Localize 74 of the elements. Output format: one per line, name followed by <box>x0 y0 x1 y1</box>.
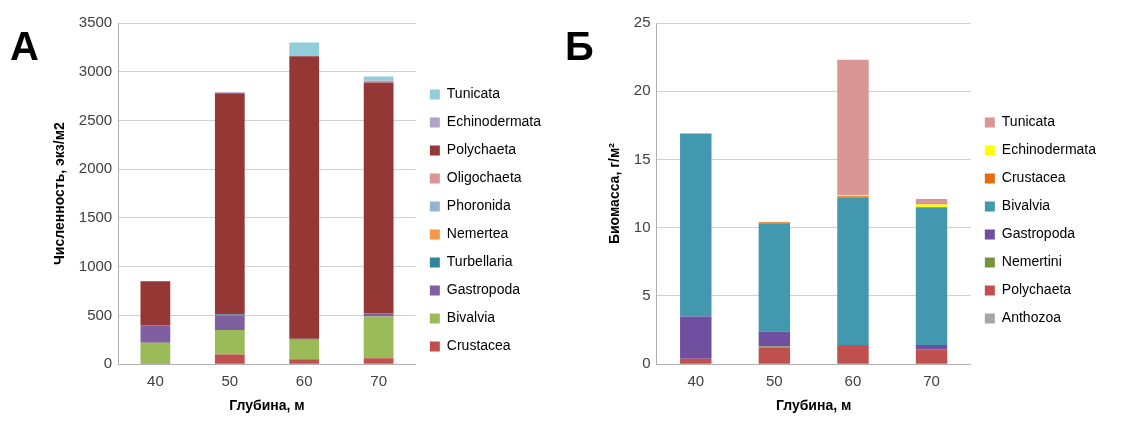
legend-label: Echinodermata <box>1001 141 1097 158</box>
bar <box>214 354 245 364</box>
legend-label: Echinodermata <box>446 113 542 130</box>
legend-label: Gastropoda <box>1001 225 1076 242</box>
bar <box>680 358 712 364</box>
y-tick-label: 1500 <box>78 208 113 226</box>
bar <box>363 358 394 364</box>
legend-label: Turbellaria <box>446 253 513 270</box>
bar <box>214 93 245 315</box>
legend-label: Bivalvia <box>1001 197 1051 214</box>
y-tick-label: 2500 <box>78 110 113 128</box>
bar <box>214 330 245 355</box>
bar <box>837 59 869 195</box>
x-tick-label: 70 <box>923 372 940 390</box>
legend-label: Nemertea <box>446 225 509 242</box>
legend-label: Polychaeta <box>446 141 517 158</box>
bar <box>915 207 948 346</box>
legend-label: Crustacea <box>1001 169 1066 186</box>
bar <box>680 133 712 317</box>
bar <box>363 82 394 314</box>
y-tick-label: 1000 <box>78 256 113 274</box>
bar <box>289 42 320 57</box>
bar <box>289 339 320 360</box>
bar <box>758 331 791 347</box>
bar <box>363 76 394 81</box>
bar <box>915 199 948 205</box>
y-axis-title: Биомасса, г/м² <box>606 142 623 245</box>
bar <box>289 359 320 364</box>
y-tick-label: 0 <box>103 354 113 372</box>
legend-label: Tunicata <box>1001 113 1056 130</box>
y-tick-label: 25 <box>633 13 651 31</box>
x-tick-label: 50 <box>221 372 239 390</box>
x-tick-label: 50 <box>766 372 783 390</box>
bar <box>915 345 948 350</box>
bar <box>363 316 394 359</box>
bar <box>289 56 320 339</box>
y-tick-label: 3500 <box>78 13 113 31</box>
y-tick-label: 0 <box>642 354 651 372</box>
legend-label: Crustacea <box>446 337 511 354</box>
legend-label: Oligochaeta <box>446 169 522 186</box>
y-tick-label: 3000 <box>78 61 113 79</box>
y-tick-label: 5 <box>642 286 651 304</box>
legend-label: Tunicata <box>446 85 501 102</box>
bar <box>758 223 791 332</box>
y-axis-title: Численность, экз/м2 <box>51 122 68 265</box>
bar <box>680 316 712 359</box>
y-tick-label: 2000 <box>78 159 113 177</box>
x-tick-label: 60 <box>844 372 862 390</box>
bar <box>837 345 869 364</box>
x-axis-title: Глубина, м <box>775 397 852 414</box>
legend-label: Phoronida <box>446 197 511 214</box>
bar <box>140 281 171 326</box>
legend-label: Anthozoa <box>1001 309 1062 326</box>
bar <box>140 325 171 343</box>
legend-label: Nemertini <box>1001 253 1062 270</box>
x-tick-label: 40 <box>687 372 705 390</box>
chart-title: А <box>10 24 39 68</box>
x-tick-label: 40 <box>147 372 164 390</box>
y-tick-label: 20 <box>633 81 651 99</box>
x-axis-title: Глубина, м <box>229 397 305 414</box>
x-tick-label: 60 <box>295 372 313 390</box>
chart-title: Б <box>565 24 594 68</box>
legend-label: Bivalvia <box>446 309 496 326</box>
x-tick-label: 70 <box>370 372 387 390</box>
bar <box>837 197 869 346</box>
bar <box>915 349 948 364</box>
y-tick-label: 15 <box>633 149 651 167</box>
y-tick-label: 500 <box>87 305 113 323</box>
legend-label: Gastropoda <box>446 281 521 298</box>
bar <box>758 347 791 364</box>
bar <box>140 342 171 364</box>
bar <box>214 315 245 331</box>
y-tick-label: 10 <box>633 217 651 235</box>
legend-label: Polychaeta <box>1001 281 1072 298</box>
